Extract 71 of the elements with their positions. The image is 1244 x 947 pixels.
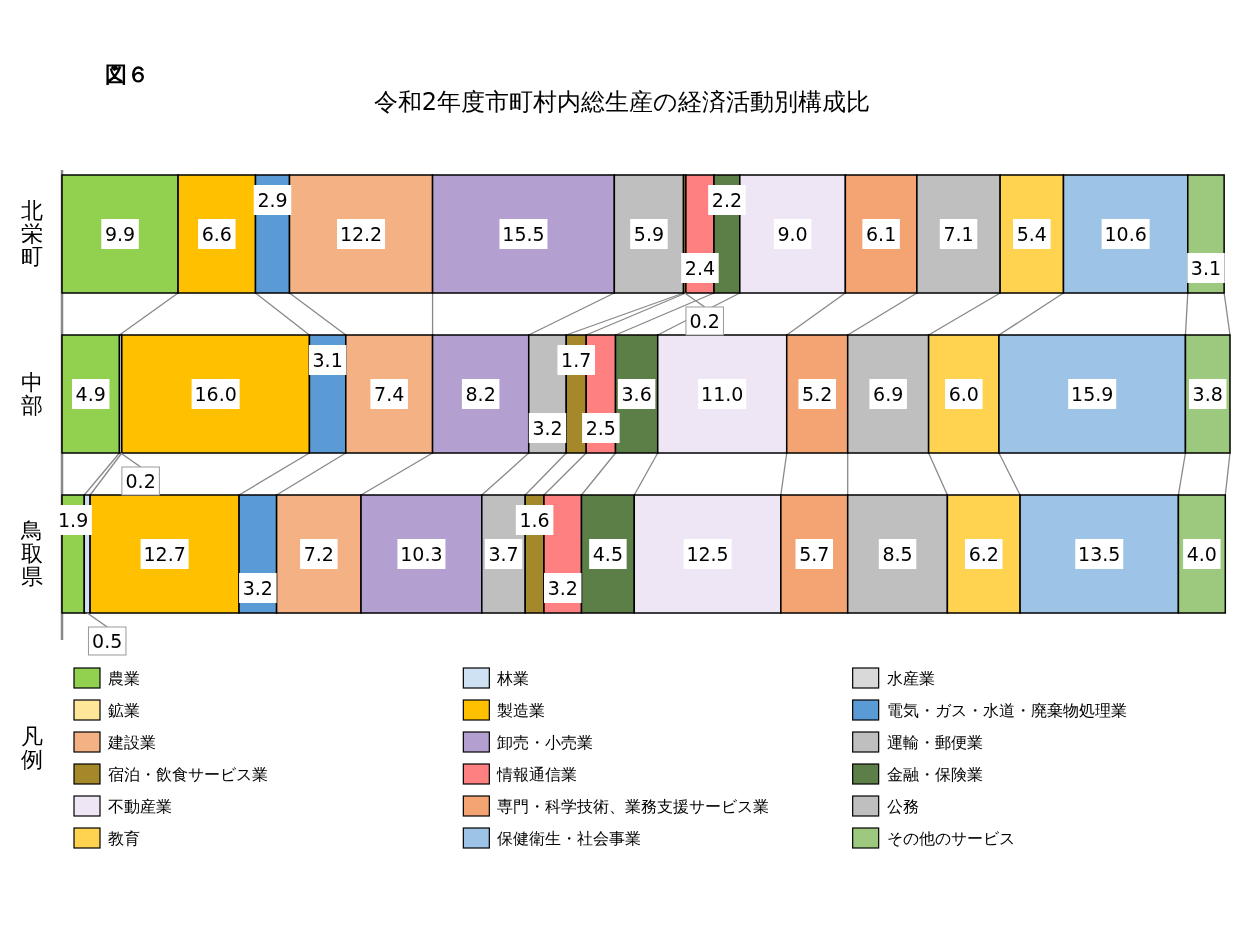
data-label: 2.9 (257, 189, 288, 211)
data-label: 6.6 (201, 223, 232, 245)
legend-title: 凡例 (21, 723, 43, 772)
legend-label: 教育 (108, 829, 140, 848)
y-tick-label: 鳥取県 (20, 518, 43, 590)
data-label: 4.0 (1186, 543, 1217, 565)
legend-label: 林業 (496, 669, 530, 688)
legend-label: 宿泊・飲食サービス業 (108, 765, 268, 784)
data-label: 8.2 (465, 383, 496, 405)
data-label: 10.3 (400, 543, 443, 565)
data-label: 8.5 (882, 543, 913, 565)
legend-label: 専門・科学技術、業務支援サービス業 (497, 797, 770, 816)
legend-label: その他のサービス (886, 829, 1015, 848)
data-label: 5.9 (633, 223, 665, 245)
data-label: 3.8 (1192, 383, 1223, 405)
data-label: 12.2 (339, 223, 383, 245)
data-label: 2.2 (711, 189, 743, 211)
data-label: 3.2 (242, 577, 273, 599)
caption: 図６ (105, 62, 149, 87)
data-label: 6.0 (948, 383, 979, 405)
legend-label: 水産業 (886, 669, 935, 688)
data-label: 6.2 (968, 543, 999, 565)
data-label: 0.5 (92, 630, 123, 652)
data-label: 5.4 (1016, 223, 1047, 245)
data-label: 5.7 (799, 543, 830, 565)
data-label: 2.5 (585, 417, 616, 439)
data-label: 1.6 (519, 509, 550, 531)
data-label: 15.9 (1071, 383, 1114, 405)
legend-label: 情報通信業 (496, 765, 578, 784)
legend-label: 金融・保険業 (886, 765, 983, 784)
data-label: 0.2 (689, 310, 720, 332)
data-label: 2.4 (684, 257, 716, 279)
data-label: 5.2 (802, 383, 833, 405)
legend-label: 建設業 (107, 733, 156, 752)
data-label: 6.9 (873, 383, 904, 405)
data-label: 11.0 (701, 383, 744, 405)
data-label: 7.4 (374, 383, 405, 405)
data-label: 3.1 (312, 349, 343, 371)
data-label: 4.9 (75, 383, 106, 405)
data-label: 3.7 (488, 543, 519, 565)
data-label: 9.9 (104, 223, 136, 245)
data-label: 3.6 (621, 383, 652, 405)
legend-label: 保健衛生・社会事業 (497, 829, 642, 848)
data-label: 12.7 (143, 543, 186, 565)
data-label: 4.5 (592, 543, 623, 565)
data-label: 3.1 (1190, 257, 1222, 279)
data-label: 9.0 (777, 223, 808, 245)
y-tick-label: 北栄町 (21, 198, 43, 270)
data-label: 3.2 (532, 417, 563, 439)
data-label: 6.1 (866, 223, 897, 245)
legend-label: 農業 (108, 669, 140, 688)
legend-label: 公務 (886, 797, 919, 816)
y-tick-label: 中部 (21, 369, 43, 418)
data-label: 16.0 (194, 383, 237, 405)
data-label: 15.5 (502, 223, 545, 245)
legend-label: 電気・ガス・水道・廃棄物処理業 (886, 701, 1127, 720)
data-label: 7.1 (943, 223, 974, 245)
data-label: 1.9 (58, 509, 89, 531)
legend-label: 不動産業 (108, 797, 172, 816)
data-label: 7.2 (303, 543, 334, 565)
legend-label: 製造業 (497, 701, 546, 720)
legend-label: 卸売・小売業 (497, 733, 594, 752)
legend-label: 運輸・郵便業 (886, 733, 983, 752)
data-label: 0.2 (125, 470, 156, 492)
chart-title: 令和2年度市町村内総生産の経済活動別構成比 (373, 88, 871, 116)
legend-label: 鉱業 (108, 701, 140, 720)
data-label: 12.5 (686, 543, 729, 565)
data-label: 13.5 (1078, 543, 1121, 565)
data-label: 3.2 (547, 577, 578, 599)
data-label: 10.6 (1104, 223, 1147, 245)
data-label: 1.7 (561, 349, 592, 371)
